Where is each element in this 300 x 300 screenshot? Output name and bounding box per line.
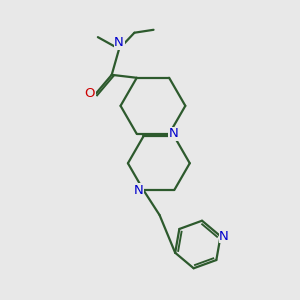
Text: N: N <box>169 128 178 140</box>
Text: O: O <box>84 88 95 100</box>
Text: N: N <box>114 36 124 49</box>
Text: N: N <box>134 184 144 196</box>
Text: N: N <box>219 230 229 243</box>
